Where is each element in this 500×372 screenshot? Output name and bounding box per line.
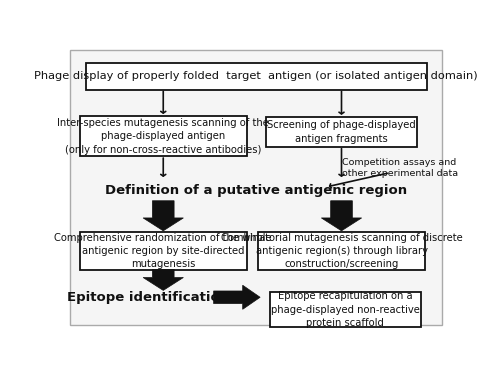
Polygon shape: [214, 285, 260, 309]
Text: Epitope recapitulation on a
phage-displayed non-reactive
protein scaffold: Epitope recapitulation on a phage-displa…: [271, 291, 420, 328]
Polygon shape: [143, 269, 184, 291]
Text: Comprehensive randomization of the whole
antigenic region by site-directed
mutag: Comprehensive randomization of the whole…: [54, 232, 272, 269]
Polygon shape: [322, 201, 362, 231]
Text: Competition assays and
other experimental data: Competition assays and other experimenta…: [342, 158, 458, 178]
Polygon shape: [143, 201, 184, 231]
FancyBboxPatch shape: [80, 231, 246, 270]
Text: Screening of phage-displayed
antigen fragments: Screening of phage-displayed antigen fra…: [267, 121, 416, 144]
FancyBboxPatch shape: [270, 292, 421, 327]
FancyBboxPatch shape: [80, 116, 246, 156]
FancyBboxPatch shape: [258, 231, 425, 270]
FancyBboxPatch shape: [266, 117, 417, 147]
FancyBboxPatch shape: [86, 62, 427, 90]
Text: Phage display of properly folded  target  antigen (or isolated antigen domain): Phage display of properly folded target …: [34, 71, 478, 81]
Text: Combinatorial mutagenesis scanning of discrete
antigenic region(s) through libra: Combinatorial mutagenesis scanning of di…: [220, 232, 462, 269]
Text: Definition of a putative antigenic region: Definition of a putative antigenic regio…: [105, 184, 408, 197]
Text: Epitope identification: Epitope identification: [66, 291, 229, 304]
Text: Inter-species mutagenesis scanning of the
phage-displayed antigen
(only for non-: Inter-species mutagenesis scanning of th…: [58, 118, 269, 154]
